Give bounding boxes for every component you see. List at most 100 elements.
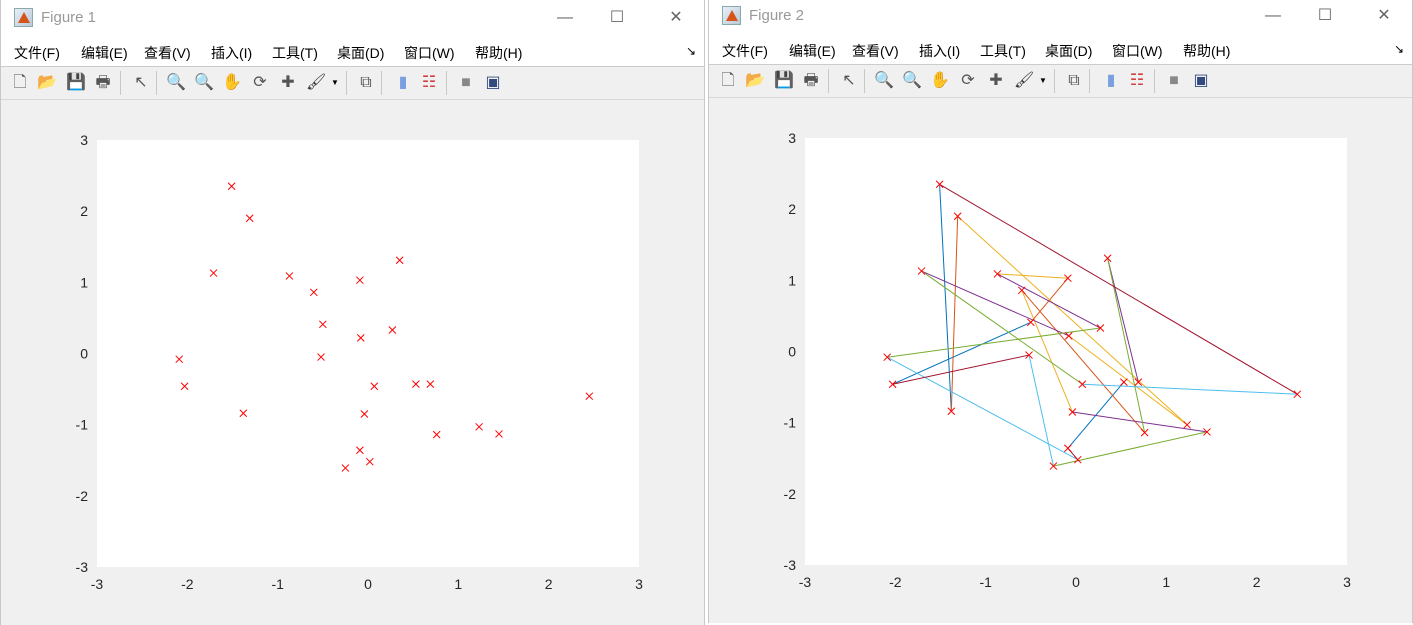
save-icon[interactable]: 💾 <box>774 72 794 89</box>
legend-icon[interactable]: ☷ <box>421 74 437 91</box>
data-point-x-marker <box>947 407 956 416</box>
axes-area[interactable] <box>97 140 639 567</box>
data-point-x-marker <box>412 380 420 388</box>
line-segment <box>939 184 952 412</box>
minimize-button[interactable]: — <box>557 9 573 26</box>
menu-item[interactable]: 帮助(H) <box>475 45 523 61</box>
y-tick-label: -3 <box>784 557 797 573</box>
toolbar-separator <box>1054 69 1055 93</box>
pan-icon[interactable]: ✋ <box>222 74 242 91</box>
maximize-button[interactable]: ☐ <box>1317 7 1333 24</box>
figure-toolbar: 🗋 📂 💾 🖶 ↖ 🔍 🔍 ✋ ⟳ ✚ 🖌 ⧉ ▮ ☷ ■ ▣ ▼ <box>709 65 1412 98</box>
rotate-3d-icon[interactable]: ⟳ <box>253 74 267 91</box>
y-tick-label: -1 <box>76 417 89 433</box>
close-button[interactable]: ✕ <box>669 9 683 26</box>
data-cursor-icon[interactable]: ✚ <box>281 74 295 91</box>
line-segment <box>921 270 1083 385</box>
pan-icon[interactable]: ✋ <box>930 72 950 89</box>
line-segment <box>886 356 1079 461</box>
close-button[interactable]: ✕ <box>1377 7 1391 24</box>
menu-item[interactable]: 帮助(H) <box>1183 43 1231 59</box>
data-point-x-marker <box>180 382 189 391</box>
brush-dropdown-icon[interactable]: ▼ <box>331 78 339 87</box>
menu-item[interactable]: 桌面(D) <box>337 45 385 61</box>
figure-2-plot: -3 -2 -1 0 1 2 3 -3 -2 -1 0 1 2 3 <box>784 130 1352 590</box>
data-cursor-icon[interactable]: ✚ <box>989 72 1003 89</box>
line-segment <box>1107 258 1139 383</box>
menu-item[interactable]: 查看(V) <box>144 45 191 61</box>
edit-plot-pointer-icon[interactable]: ↖ <box>134 74 148 91</box>
menu-item[interactable]: 工具(T) <box>980 43 1026 59</box>
x-tick-label: 0 <box>364 576 372 592</box>
data-point-x-marker <box>1134 378 1143 386</box>
link-plot-icon[interactable]: ⧉ <box>1068 72 1080 89</box>
new-figure-icon[interactable]: 🗋 <box>721 72 735 89</box>
y-tick-label: -1 <box>784 415 797 431</box>
show-plot-tools-icon[interactable]: ▣ <box>1193 72 1209 89</box>
edit-plot-pointer-icon[interactable]: ↖ <box>842 72 856 89</box>
data-point-x-marker <box>1064 331 1073 340</box>
save-icon[interactable]: 💾 <box>66 74 86 91</box>
link-plot-icon[interactable]: ⧉ <box>360 74 372 91</box>
menu-item[interactable]: 窗口(W) <box>404 45 455 61</box>
brush-icon[interactable]: 🖌 <box>1014 72 1035 89</box>
zoom-in-icon[interactable]: 🔍 <box>166 74 186 91</box>
line-segment <box>892 354 1030 385</box>
hide-plot-tools-icon[interactable]: ■ <box>1169 72 1179 89</box>
data-point-x-marker <box>285 272 294 280</box>
data-point-x-marker <box>245 214 254 223</box>
data-point-x-marker <box>1073 455 1082 464</box>
menu-item[interactable]: 文件(F) <box>14 45 60 61</box>
colorbar-icon[interactable]: ▮ <box>398 74 408 91</box>
toolbar-toggle-arrow-icon[interactable]: ↘ <box>685 44 696 58</box>
rotate-3d-icon[interactable]: ⟳ <box>961 72 975 89</box>
data-point-x-marker <box>1049 462 1058 470</box>
open-file-icon[interactable]: 📂 <box>745 72 765 89</box>
data-point-x-marker <box>953 212 962 221</box>
brush-dropdown-icon[interactable]: ▼ <box>1039 76 1047 85</box>
print-icon[interactable]: 🖶 <box>95 74 111 91</box>
hide-plot-tools-icon[interactable]: ■ <box>461 74 471 91</box>
menu-item[interactable]: 桌面(D) <box>1045 43 1093 59</box>
zoom-in-icon[interactable]: 🔍 <box>874 72 894 89</box>
toolbar-separator <box>120 71 121 95</box>
zoom-out-icon[interactable]: 🔍 <box>902 72 922 89</box>
line-segment <box>1028 354 1054 467</box>
title-bar: Figure 1 — ☐ ✕ <box>1 0 704 36</box>
data-point-x-marker <box>935 180 944 189</box>
menu-item[interactable]: 编辑(E) <box>789 43 836 59</box>
print-icon[interactable]: 🖶 <box>803 72 819 89</box>
axes-area[interactable] <box>805 138 1347 565</box>
toolbar-separator <box>446 71 447 95</box>
data-point-x-marker <box>1103 254 1112 263</box>
data-point-x-marker <box>309 288 318 297</box>
show-plot-tools-icon[interactable]: ▣ <box>485 74 501 91</box>
open-file-icon[interactable]: 📂 <box>37 74 57 91</box>
maximize-button[interactable]: ☐ <box>609 9 625 26</box>
menu-item[interactable]: 文件(F) <box>722 43 768 59</box>
menu-item[interactable]: 窗口(W) <box>1112 43 1163 59</box>
new-figure-icon[interactable]: 🗋 <box>13 74 27 91</box>
data-point-x-marker <box>585 392 594 401</box>
menu-item[interactable]: 插入(I) <box>211 45 253 61</box>
x-tick-label: 3 <box>635 576 643 592</box>
data-point-x-marker <box>1064 444 1072 453</box>
y-tick-label: -2 <box>784 486 797 502</box>
menu-bar: 文件(F) 编辑(E) 查看(V) 插入(I) 工具(T) 桌面(D) 窗口(W) 帮助(H)… <box>1 36 704 67</box>
y-tick-label: -2 <box>76 488 89 504</box>
brush-icon[interactable]: 🖌 <box>306 74 327 91</box>
menu-item[interactable]: 工具(T) <box>272 45 318 61</box>
zoom-out-icon[interactable]: 🔍 <box>194 74 214 91</box>
line-segment <box>1068 335 1188 426</box>
line-segment <box>997 273 1068 279</box>
colorbar-icon[interactable]: ▮ <box>1106 72 1116 89</box>
x-tick-label: -1 <box>979 574 992 590</box>
toolbar-toggle-arrow-icon[interactable]: ↘ <box>1393 42 1404 56</box>
minimize-button[interactable]: — <box>1265 7 1281 24</box>
menu-item[interactable]: 查看(V) <box>852 43 899 59</box>
legend-icon[interactable]: ☷ <box>1129 72 1145 89</box>
menu-item[interactable]: 插入(I) <box>919 43 961 59</box>
menu-item[interactable]: 编辑(E) <box>81 45 128 61</box>
figure-2-window: Figure 2 — ☐ ✕ 文件(F) 编辑(E) 查看(V) 插入(I) 工具(T) 桌面(D… <box>708 0 1413 623</box>
x-tick-label: 0 <box>1072 574 1080 590</box>
